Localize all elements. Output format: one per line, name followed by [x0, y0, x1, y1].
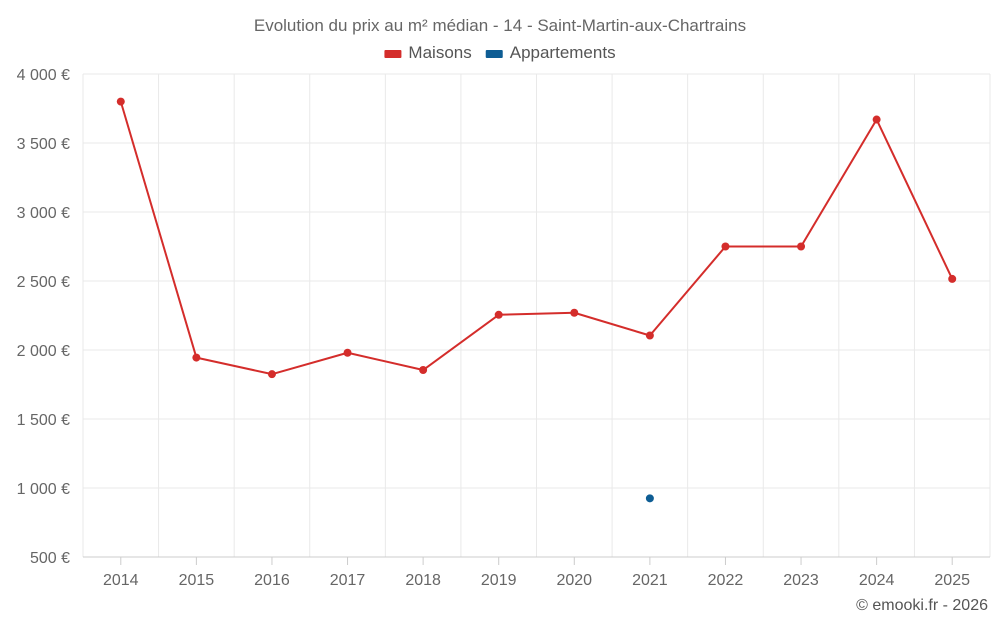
y-tick-label: 2 500 € — [17, 274, 70, 291]
grid-lines — [82, 73, 991, 565]
x-tick-label: 2022 — [708, 572, 744, 589]
data-point-maisons[interactable] — [645, 331, 654, 340]
y-tick-label: 1 500 € — [17, 412, 70, 429]
legend-label: Maisons — [408, 43, 471, 62]
y-tick-label: 500 € — [30, 550, 70, 567]
data-point-maisons[interactable] — [872, 115, 881, 124]
series-line-maisons — [119, 101, 954, 376]
credit-text: © emooki.fr - 2026 — [856, 597, 988, 614]
data-point-maisons[interactable] — [116, 97, 125, 106]
legend-label: Appartements — [510, 43, 616, 62]
y-tick-label: 2 000 € — [17, 343, 70, 360]
x-tick-label: 2015 — [179, 572, 215, 589]
legend-swatch — [485, 50, 503, 58]
x-tick-label: 2019 — [481, 572, 517, 589]
x-tick-label: 2021 — [632, 572, 668, 589]
data-point-maisons[interactable] — [948, 274, 957, 283]
x-tick-label: 2014 — [103, 572, 139, 589]
data-point-maisons[interactable] — [192, 353, 201, 362]
chart-title: Evolution du prix au m² médian - 14 - Sa… — [254, 16, 746, 35]
data-point-maisons[interactable] — [419, 366, 428, 375]
x-axis-ticks: 2014 2015 2016 2017 2018 2019 2020 2021 2022 2023… — [103, 572, 970, 589]
x-tick-label: 2018 — [405, 572, 441, 589]
data-point-maisons[interactable] — [494, 310, 503, 319]
x-tick-label: 2025 — [934, 572, 970, 589]
data-point-maisons[interactable] — [267, 370, 276, 379]
x-tick-label: 2020 — [556, 572, 592, 589]
legend-swatch — [384, 50, 402, 58]
data-point-maisons[interactable] — [343, 348, 352, 357]
legend-item-appartements[interactable]: Appartements — [485, 43, 616, 62]
y-tick-label: 3 500 € — [17, 136, 70, 153]
x-tick-label: 2024 — [859, 572, 895, 589]
data-point-maisons[interactable] — [570, 308, 579, 317]
x-tick-label: 2017 — [330, 572, 366, 589]
series-lines — [116, 97, 957, 503]
x-tick-label: 2023 — [783, 572, 819, 589]
legend: Maisons Appartements — [384, 43, 616, 62]
data-point-appartements[interactable] — [645, 494, 654, 503]
legend-item-maisons[interactable]: Maisons — [384, 43, 472, 62]
y-tick-label: 1 000 € — [17, 481, 70, 498]
y-axis-ticks: 500 € 1 000 € 1 500 € 2 000 € 2 500 € 3 000 €… — [17, 67, 70, 567]
data-point-maisons[interactable] — [797, 242, 806, 251]
y-tick-label: 3 000 € — [17, 205, 70, 222]
y-tick-label: 4 000 € — [17, 67, 70, 84]
data-point-maisons[interactable] — [721, 242, 730, 251]
x-tick-label: 2016 — [254, 572, 290, 589]
